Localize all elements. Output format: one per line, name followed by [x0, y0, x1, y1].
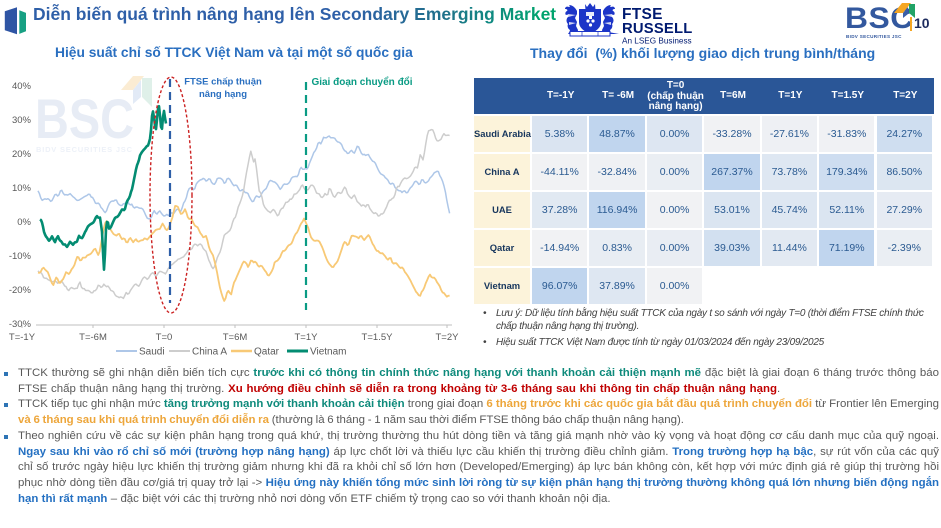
svg-text:-20%: -20%	[9, 285, 32, 296]
svg-text:T=1Y: T=1Y	[295, 332, 319, 343]
svg-text:0%: 0%	[17, 217, 31, 228]
svg-text:Vietnam: Vietnam	[310, 347, 347, 358]
svg-text:T=-1Y: T=-1Y	[9, 332, 36, 343]
svg-text:Saudi: Saudi	[139, 347, 165, 358]
svg-text:T=2Y: T=2Y	[436, 332, 460, 343]
svg-text:20%: 20%	[12, 149, 32, 160]
svg-text:T=1.5Y: T=1.5Y	[362, 332, 394, 343]
svg-text:FTSE: FTSE	[622, 6, 663, 23]
svg-text:BSC: BSC	[35, 87, 134, 150]
svg-text:An LSEG Business: An LSEG Business	[622, 37, 692, 46]
svg-text:Giai đoạn chuyển đổi: Giai đoạn chuyển đổi	[311, 76, 412, 88]
svg-text:China A: China A	[192, 347, 227, 358]
svg-text:T=0: T=0	[156, 332, 173, 343]
svg-text:T=-6M: T=-6M	[79, 332, 107, 343]
svg-text:RUSSELL: RUSSELL	[622, 21, 692, 37]
svg-text:30%: 30%	[12, 115, 32, 126]
svg-text:nâng hạng: nâng hạng	[199, 89, 247, 100]
svg-text:10%: 10%	[12, 183, 32, 194]
svg-text:40%: 40%	[12, 81, 32, 92]
svg-text:BIDV SECURITIES JSC: BIDV SECURITIES JSC	[36, 145, 133, 154]
svg-text:FTSE chấp thuận: FTSE chấp thuận	[184, 77, 262, 88]
svg-text:-30%: -30%	[9, 319, 32, 330]
svg-text:Qatar: Qatar	[254, 347, 280, 358]
svg-text:T=6M: T=6M	[223, 332, 248, 343]
svg-text:-10%: -10%	[9, 251, 32, 262]
